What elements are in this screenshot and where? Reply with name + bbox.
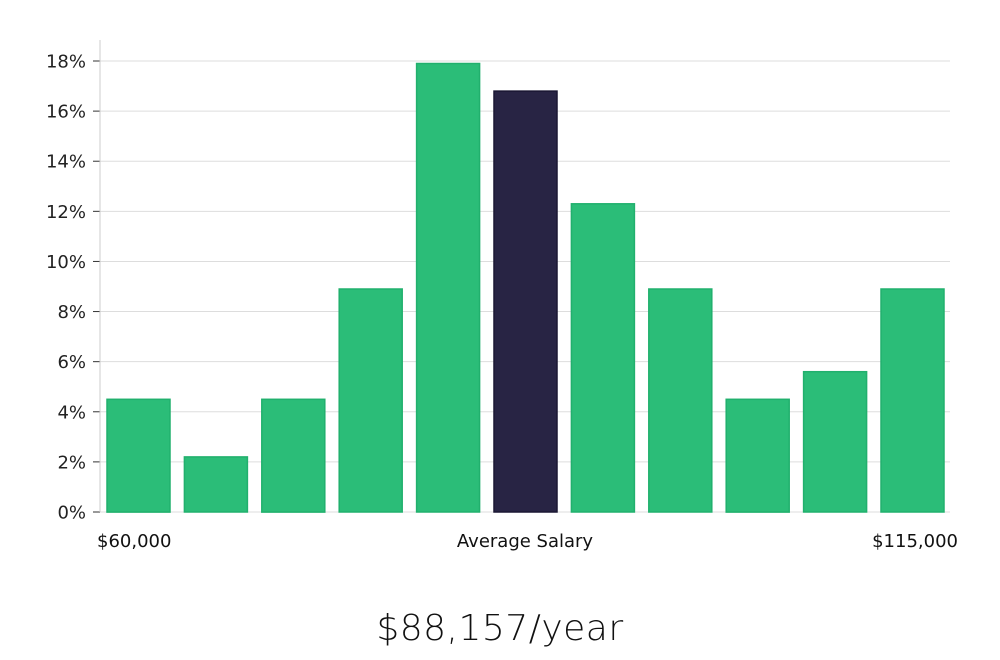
y-tick-label: 2%: [57, 452, 86, 473]
y-tick-label: 18%: [46, 52, 86, 73]
x-label-center: Average Salary: [457, 531, 594, 552]
x-label-max: $115,000: [872, 531, 958, 552]
y-tick-label: 12%: [46, 202, 86, 223]
y-tick-label: 6%: [57, 352, 86, 373]
bar: [261, 398, 326, 513]
bar: [802, 370, 868, 513]
bar: [106, 398, 171, 513]
bar: [880, 288, 945, 513]
bar: [725, 398, 790, 513]
bar: [183, 456, 249, 513]
salary-histogram: 0% 2% 4% 6% 8% 10% 12% 14% 16% 18% $60,000 Averag…: [46, 40, 958, 552]
y-tick-label: 16%: [46, 102, 86, 123]
y-tick-label: 14%: [46, 152, 86, 173]
bar: [570, 203, 636, 513]
bar: [415, 62, 481, 513]
y-tick-label: 0%: [57, 503, 86, 524]
bar: [648, 288, 713, 513]
y-tick-label: 4%: [57, 402, 86, 423]
x-label-min: $60,000: [97, 531, 171, 552]
y-tick-label: 10%: [46, 252, 86, 273]
y-axis-ticks: 0% 2% 4% 6% 8% 10% 12% 14% 16% 18%: [46, 52, 100, 524]
bar: [338, 288, 403, 513]
average-salary-value: $88,157/year: [376, 608, 624, 649]
bars: [106, 62, 945, 513]
bar-average-salary: [493, 90, 558, 513]
y-tick-label: 8%: [57, 302, 86, 323]
